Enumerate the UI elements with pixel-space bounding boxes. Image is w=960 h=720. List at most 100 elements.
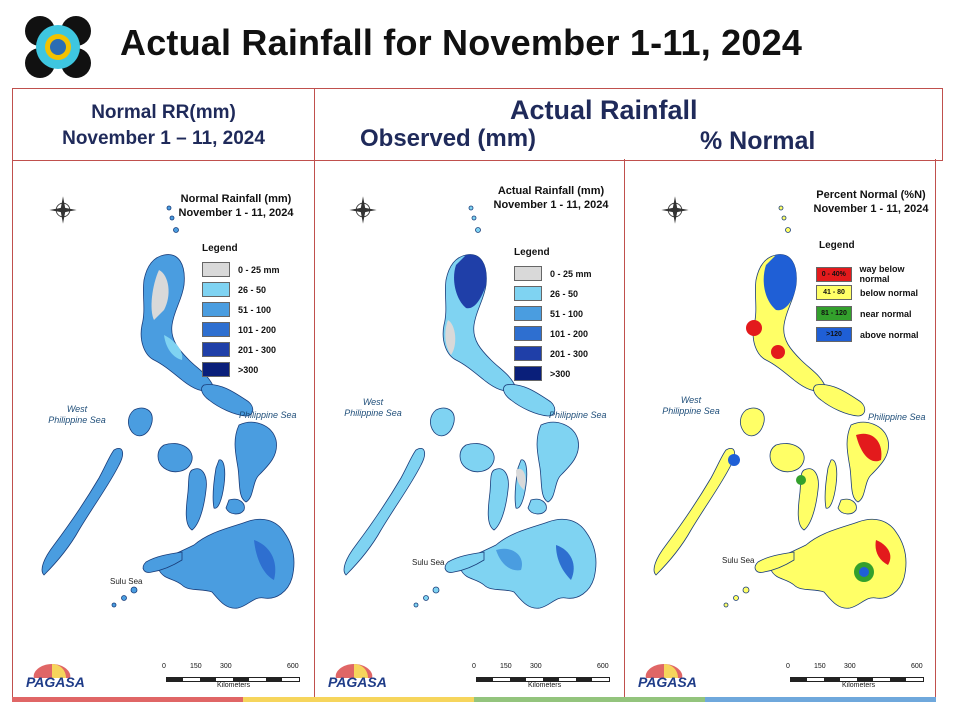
legend-swatch: 0 - 40% (816, 266, 852, 282)
scale-unit: Kilometers (842, 682, 876, 689)
legend-swatch (202, 262, 230, 277)
legend-title: Legend (819, 240, 855, 251)
scale-unit: Kilometers (528, 682, 562, 689)
normal-rr-header: Normal RR(mm) November 1 – 11, 2024 (12, 88, 315, 160)
legend-item: 0 - 40% way below normal (816, 264, 936, 284)
percent-normal-map (653, 205, 907, 609)
legend-item: 26 - 50 (514, 286, 578, 301)
page-title: Actual Rainfall for November 1-11, 2024 (120, 22, 803, 63)
map-title-line1: Normal Rainfall (mm) (180, 193, 292, 205)
legend-label: 51 - 100 (238, 304, 272, 315)
sea-label-sulu: Sulu Sea (110, 577, 143, 586)
legend-title: Legend (514, 247, 550, 258)
scale-tick-label: 600 (597, 663, 609, 670)
sea-label-east: Philippine Sea (549, 410, 607, 420)
legend-item: 0 - 25 mm (514, 266, 592, 281)
legend-label: 201 - 300 (238, 344, 277, 355)
legend-item: 0 - 25 mm (202, 262, 280, 277)
legend-item: 101 - 200 (202, 322, 276, 337)
scale-tick-label: 0 (786, 663, 790, 670)
legend-swatch (514, 266, 542, 281)
legend-label: 101 - 200 (550, 328, 589, 339)
legend-item: 51 - 100 (514, 306, 583, 321)
actual-rainfall-header: Actual Rainfall (510, 95, 698, 125)
map-title-line2: November 1 - 11, 2024 (178, 207, 294, 219)
observed-header: Observed (mm) (360, 125, 537, 152)
legend-swatch (514, 326, 542, 341)
percent-normal-header: % Normal (700, 127, 816, 155)
scale-bar (476, 667, 610, 687)
panels-frame (12, 159, 936, 700)
scale-tick-label: 300 (530, 663, 542, 670)
legend-swatch (202, 282, 230, 297)
stripe-blue (705, 697, 936, 702)
scale-tick-label: 150 (814, 663, 826, 670)
scale-tick-label: 300 (844, 663, 856, 670)
legend-item: 201 - 300 (514, 346, 588, 361)
scale-bar (166, 667, 300, 687)
actual-rainfall-map (343, 205, 597, 609)
legend-item: 26 - 50 (202, 282, 266, 297)
legend-label: 101 - 200 (238, 324, 277, 335)
header-divider (314, 88, 315, 161)
scale-tick-label: 600 (287, 663, 299, 670)
color-stripe (12, 697, 936, 702)
legend-label: >300 (550, 368, 571, 379)
legend-label: 201 - 300 (550, 348, 589, 359)
legend-swatch: 81 - 120 (816, 306, 852, 321)
scale-unit: Kilometers (217, 682, 251, 689)
map-title-line2: November 1 - 11, 2024 (813, 203, 929, 215)
legend-label: 0 - 25 mm (550, 268, 592, 279)
map-title-normal: Normal Rainfall (mm) November 1 - 11, 20… (176, 192, 296, 220)
sea-label-east: Philippine Sea (868, 412, 926, 422)
stripe-yellow (243, 697, 474, 702)
legend-label: below normal (860, 287, 919, 298)
map-title-line1: Actual Rainfall (mm) (497, 185, 605, 197)
legend-swatch: >120 (816, 327, 852, 342)
legend-item: 201 - 300 (202, 342, 276, 357)
sea-label-west: West Philippine Sea (662, 395, 720, 416)
normal-rr-line2: November 1 – 11, 2024 (62, 128, 265, 149)
normal-rainfall-map (41, 205, 295, 609)
legend-swatch (514, 366, 542, 381)
pagasa-emblem-icon (25, 16, 91, 78)
scale-tick-label: 150 (500, 663, 512, 670)
compass-rose-icon (349, 196, 377, 224)
scale-bar (790, 667, 924, 687)
legend-swatch (202, 362, 230, 377)
legend-item: >300 (202, 362, 258, 377)
compass-rose-icon (661, 196, 689, 224)
legend-item: >300 (514, 366, 570, 381)
scale-tick-label: 300 (220, 663, 232, 670)
legend-label: way below normal (859, 264, 905, 284)
legend-swatch (514, 346, 542, 361)
map-title-line2: November 1 - 11, 2024 (493, 199, 609, 211)
legend-swatch (514, 306, 542, 321)
sea-label-east: Philippine Sea (239, 410, 297, 420)
normal-rr-line1: Normal RR(mm) (91, 102, 236, 123)
legend-label: above normal (860, 329, 919, 340)
legend-swatch (202, 302, 230, 317)
panel-divider-2 (624, 159, 625, 699)
sea-label-sulu: Sulu Sea (722, 556, 755, 565)
legend-swatch (514, 286, 542, 301)
scale-tick-label: 0 (472, 663, 476, 670)
legend-swatch: 41 - 80 (816, 285, 852, 300)
legend-item: 81 - 120 near normal (816, 306, 912, 321)
sea-label-west: West Philippine Sea (48, 404, 106, 425)
sea-label-west: West Philippine Sea (344, 397, 402, 418)
legend-label: near normal (860, 308, 912, 319)
legend-item: 101 - 200 (514, 326, 588, 341)
pagasa-logo-text: PAGASA (638, 674, 697, 690)
legend-label: 26 - 50 (238, 284, 267, 295)
panel-percent-normal: Percent Normal (%N) November 1 - 11, 202… (626, 160, 936, 698)
legend-label: 0 - 25 mm (238, 264, 280, 275)
sea-label-sulu: Sulu Sea (412, 558, 445, 567)
legend-label: 26 - 50 (550, 288, 579, 299)
pagasa-logo-icon (33, 664, 71, 678)
scale-tick-label: 150 (190, 663, 202, 670)
pagasa-logo-text: PAGASA (328, 674, 387, 690)
scale-tick-label: 600 (911, 663, 923, 670)
header-frame (12, 88, 943, 161)
legend-item: >120 above normal (816, 327, 919, 342)
